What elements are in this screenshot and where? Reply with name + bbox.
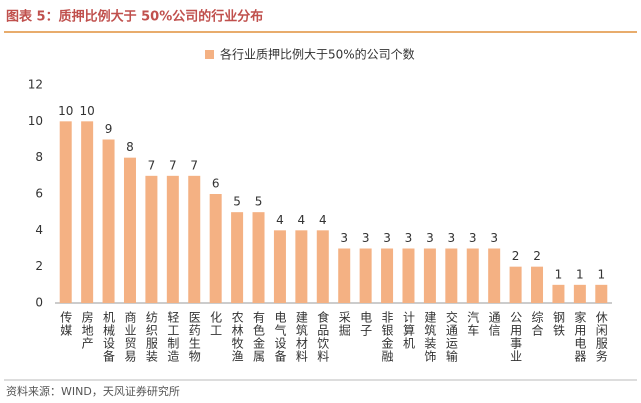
bar [145,175,158,303]
x-tick-label: 交通运输 [444,310,458,363]
y-tick-label: 6 [35,187,43,201]
data-label: 1 [597,267,605,281]
data-label: 8 [126,140,134,154]
data-label: 7 [148,158,156,172]
y-tick-label: 0 [35,296,43,310]
x-tick-label: 建筑材料 [294,311,308,363]
source: 资料来源：WIND，天风证券研究所 [6,384,180,398]
data-label: 9 [105,122,113,136]
x-tick-label: 商业贸易 [123,310,137,363]
x-tick-label: 食品饮料 [316,310,330,363]
bar [316,230,329,303]
bar [445,248,458,303]
bar [123,157,136,303]
x-tick-label: 计算机 [401,311,415,350]
data-label: 3 [469,231,477,245]
bar [231,212,244,303]
x-tick-label: 农林牧渔 [230,311,244,363]
x-tick-label: 综合 [530,311,544,337]
x-tick-label: 采掘 [337,311,351,337]
x-tick-label: 电气设备 [273,311,287,363]
bar [252,212,265,303]
data-label: 7 [169,158,177,172]
x-tick-label: 传媒 [59,310,73,337]
data-label: 1 [555,267,563,281]
x-tick-label: 化工 [209,311,223,337]
x-tick-label: 有色金属 [252,311,266,363]
bar [531,266,544,303]
data-label: 3 [405,231,413,245]
data-label: 5 [233,195,241,209]
data-label: 10 [58,104,73,118]
x-tick-label: 家用电器 [573,310,587,363]
x-tick-label: 建筑装饰 [423,311,437,363]
bar [381,248,394,303]
data-label: 4 [276,213,284,227]
data-label: 4 [298,213,306,227]
bar [595,284,608,303]
bar [59,121,72,303]
bar [573,284,586,303]
x-tick-label: 钢铁 [551,311,565,337]
data-label: 3 [490,231,498,245]
x-tick-label: 休闲服务 [594,311,608,363]
bar [509,266,522,303]
bar [488,248,501,303]
y-tick-label: 4 [35,223,43,237]
bar [81,121,94,303]
data-label: 4 [319,213,327,227]
data-label: 3 [426,231,434,245]
bar [209,194,222,303]
x-tick-label: 汽车 [466,310,480,337]
bar [359,248,372,303]
data-label: 10 [79,104,94,118]
data-label: 5 [255,195,263,209]
x-tick-label: 机械设备 [102,311,116,363]
legend-label: 各行业质押比例大于50%的公司个数 [220,47,415,62]
bar [273,230,286,303]
bar [423,248,436,303]
bar [166,175,179,303]
bar [402,248,415,303]
bar [338,248,351,303]
x-tick-label: 轻工制造 [166,311,180,363]
bar [102,139,115,303]
x-tick-label: 通信 [487,311,501,337]
data-label: 3 [340,231,348,245]
data-label: 1 [576,267,584,281]
bar [466,248,479,303]
data-label: 2 [512,249,520,263]
bar [188,175,201,303]
x-tick-label: 公用事业 [509,311,523,363]
x-tick-label: 非银金融 [380,311,394,363]
y-tick-label: 10 [28,114,43,128]
bar [552,284,565,303]
chart-title: 图表 5：质押比例大于 50%公司的行业分布 [6,9,263,25]
x-tick-label: 纺织服装 [144,311,158,363]
data-label: 6 [212,177,220,191]
y-tick-label: 12 [28,78,43,92]
data-label: 3 [362,231,370,245]
legend-swatch [205,50,214,59]
data-label: 3 [448,231,456,245]
data-label: 2 [533,249,541,263]
data-label: 7 [190,158,198,172]
y-tick-label: 8 [35,150,43,164]
x-tick-label: 医药生物 [187,311,201,363]
data-label: 3 [383,231,391,245]
x-tick-label: 电子 [359,311,373,337]
bar [295,230,308,303]
y-tick-label: 2 [35,259,43,273]
x-tick-label: 房地产 [80,310,94,350]
